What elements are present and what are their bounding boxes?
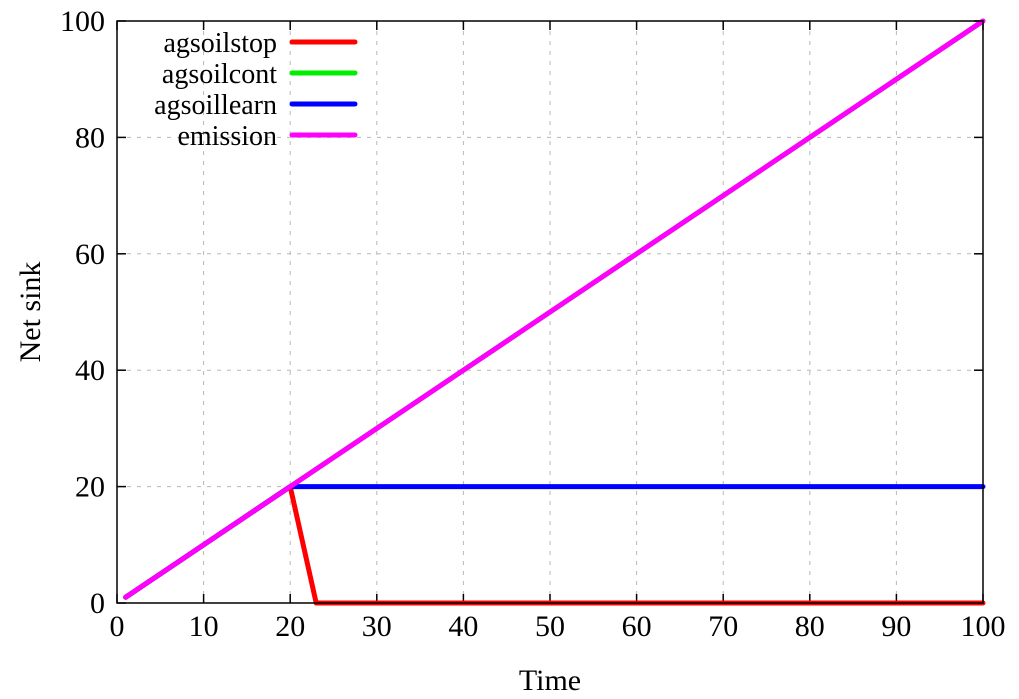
y-tick-label: 60 (75, 238, 105, 271)
series-layer (123, 18, 986, 606)
tick-labels: 0 10 20 30 40 50 60 70 80 90 100 0 20 40 60 80 100 (60, 5, 1006, 643)
x-tick-label: 80 (795, 610, 825, 643)
y-tick-label: 80 (75, 121, 105, 154)
y-tick-label: 100 (60, 5, 105, 38)
x-tick-label: 60 (622, 610, 652, 643)
plot-frame (116, 20, 984, 604)
legend-label-emission: emission (177, 121, 277, 152)
x-tick-label: 20 (275, 610, 305, 643)
x-tick-label: 0 (110, 610, 125, 643)
y-axis-title: Net sink (14, 262, 47, 363)
x-axis-title: Time (519, 664, 581, 697)
x-tick-label: 10 (189, 610, 219, 643)
x-tick-label: 40 (448, 610, 478, 643)
x-tick-label: 90 (881, 610, 911, 643)
series-line-agsoilstop (123, 484, 986, 606)
x-tick-label: 50 (535, 610, 565, 643)
x-tick-label: 100 (961, 610, 1006, 643)
series-line-agsoillearn (123, 484, 986, 600)
legend-label-agsoilcont: agsoilcont (162, 59, 277, 90)
legend-label-agsoilstop: agsoilstop (163, 28, 277, 59)
y-tick-label: 40 (75, 354, 105, 387)
legend-label-agsoillearn: agsoillearn (154, 90, 277, 121)
y-tick-label: 0 (90, 587, 105, 620)
series-line-emission (123, 18, 986, 600)
x-tick-label: 70 (708, 610, 738, 643)
y-tick-label: 20 (75, 471, 105, 504)
x-tick-label: 30 (362, 610, 392, 643)
